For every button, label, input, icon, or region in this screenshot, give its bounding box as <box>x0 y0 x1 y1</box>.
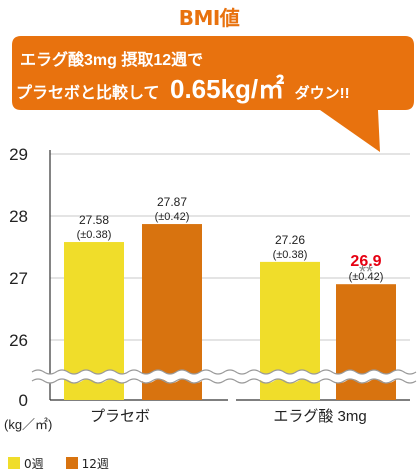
legend-item-week0: 0週 <box>8 455 44 472</box>
callout-line2-suffix: ダウン!! <box>295 84 350 102</box>
data-label-sd: (±0.42) <box>155 211 190 223</box>
legend-swatch-week12 <box>65 457 78 469</box>
data-label-sd: (±0.38) <box>273 249 308 261</box>
data-label-sd: (±0.42) <box>349 271 384 283</box>
legend-swatch-week0 <box>8 457 20 469</box>
axis-break-line-top <box>31 369 417 375</box>
y-tick-label: 28 <box>9 207 28 226</box>
y-axis-unit-label: (kg／㎡) <box>4 417 52 432</box>
callout-line2-prefix: プラセボと比較して <box>16 83 160 102</box>
callout-line2-value: 0.65kg/㎡ <box>170 74 284 104</box>
callout-bubble <box>12 36 414 152</box>
callout-line2: プラセボと比較して 0.65kg/㎡ ダウン!! <box>16 74 350 104</box>
y-tick-label: 29 <box>9 145 28 164</box>
legend: 0週 12週 <box>8 455 131 471</box>
data-label: 27.58 <box>79 213 109 227</box>
plot-area: 26 27 28 29 0 27.58 (±0.38) 27.87 (±0.42) プラセボ 27.… <box>4 145 418 432</box>
legend-item-week12: 12週 <box>65 455 109 472</box>
x-tick-label: プラセボ <box>90 408 150 425</box>
y-tick-label: 26 <box>9 331 28 350</box>
legend-label-week12: 12週 <box>81 456 109 471</box>
axis-break-band <box>10 370 418 383</box>
y-tick-label-zero: 0 <box>19 391 28 410</box>
significance-marker: ** <box>359 262 373 282</box>
data-label: 27.87 <box>157 195 187 209</box>
bar <box>142 224 202 400</box>
chart-title: BMI値 <box>178 6 240 30</box>
data-label: 26.9 <box>350 253 381 270</box>
legend-label-week0: 0週 <box>24 456 44 471</box>
data-label-sd: (±0.38) <box>77 229 112 241</box>
x-tick-label: エラグ酸 3mg <box>273 408 366 425</box>
axis-break-line-bottom <box>31 378 417 384</box>
data-label: 27.26 <box>275 233 305 247</box>
callout-line1: エラグ酸3mg 摂取12週で <box>20 50 203 69</box>
y-tick-label: 27 <box>9 269 28 288</box>
